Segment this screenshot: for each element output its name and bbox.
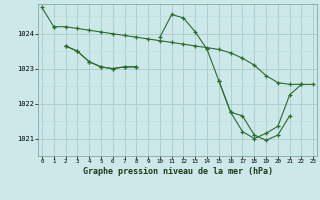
X-axis label: Graphe pression niveau de la mer (hPa): Graphe pression niveau de la mer (hPa) — [83, 167, 273, 176]
